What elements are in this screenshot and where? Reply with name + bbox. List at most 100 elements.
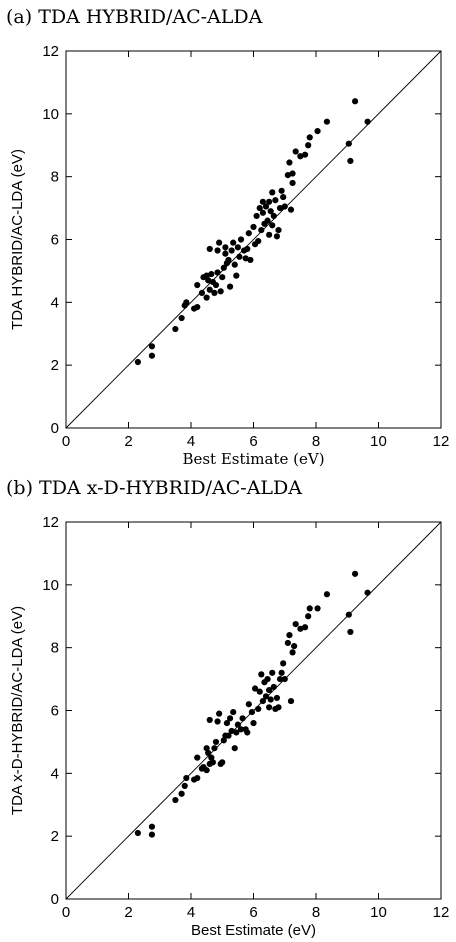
data-point — [247, 256, 254, 264]
data-point — [314, 128, 321, 135]
y-tick-label: 10 — [42, 577, 59, 594]
data-point — [219, 274, 226, 281]
data-point — [297, 625, 304, 632]
x-tick-label: 0 — [62, 433, 70, 450]
data-point — [206, 245, 213, 253]
data-point — [264, 217, 271, 224]
x-tick-label: 10 — [370, 433, 387, 450]
data-point — [267, 208, 274, 215]
data-point — [212, 281, 220, 289]
panel-title: (a) TDA HYBRID/AC-ALDA — [6, 6, 263, 28]
data-point — [223, 719, 231, 727]
panel-title: (b) TDA x-D-HYBRID/AC-ALDA — [6, 477, 302, 499]
data-point — [178, 790, 185, 797]
data-point — [211, 745, 218, 752]
data-point — [134, 358, 141, 366]
data-point — [289, 170, 296, 177]
data-point — [231, 745, 238, 752]
data-point — [292, 621, 299, 628]
data-point — [278, 187, 285, 194]
data-point — [206, 286, 213, 293]
data-point — [214, 718, 221, 725]
data-point — [230, 708, 237, 716]
y-tick-label: 12 — [42, 514, 59, 531]
data-point — [217, 288, 224, 295]
data-point — [248, 708, 256, 716]
y-tick-label: 8 — [51, 640, 59, 657]
data-point — [231, 261, 238, 268]
data-point — [239, 715, 246, 722]
data-point — [284, 639, 291, 647]
data-point — [259, 209, 266, 216]
data-point — [244, 729, 251, 736]
data-point — [258, 671, 265, 678]
data-point — [226, 283, 234, 290]
data-point — [266, 231, 273, 238]
data-point — [323, 118, 331, 125]
y-axis-label: TDA HYBRID/AC-LDA (eV) — [9, 149, 26, 330]
data-point — [208, 270, 215, 278]
data-point — [194, 303, 201, 311]
y-tick-label: 2 — [51, 357, 59, 374]
data-point — [250, 223, 257, 231]
data-point — [228, 727, 235, 735]
data-point — [205, 749, 212, 757]
data-point — [305, 613, 312, 620]
data-point — [314, 605, 321, 612]
x-tick-label: 0 — [62, 904, 70, 921]
data-point — [269, 669, 276, 676]
x-tick-label: 12 — [433, 904, 450, 921]
y-tick-label: 2 — [51, 828, 59, 845]
data-point — [216, 239, 223, 246]
data-point — [258, 226, 265, 234]
data-point — [306, 134, 313, 141]
data-point — [259, 697, 266, 705]
data-point — [172, 796, 179, 804]
data-point — [262, 203, 270, 210]
data-point — [347, 157, 354, 165]
data-point — [278, 669, 285, 676]
data-point — [281, 203, 288, 210]
data-point — [292, 148, 299, 155]
data-point — [237, 726, 245, 733]
y-tick-label: 12 — [42, 43, 59, 60]
data-point — [266, 686, 273, 694]
data-point — [266, 704, 273, 711]
data-point — [148, 831, 156, 838]
data-point — [245, 701, 252, 708]
data-point — [364, 118, 371, 125]
x-axis-label: Best Estimate (eV) — [191, 922, 316, 939]
data-point — [269, 189, 276, 196]
data-point — [256, 204, 263, 212]
data-point — [301, 624, 309, 631]
data-point — [273, 694, 281, 702]
data-point — [178, 314, 185, 322]
data-point — [220, 737, 227, 744]
data-point — [364, 589, 371, 596]
data-point — [281, 675, 288, 683]
data-point — [203, 272, 210, 279]
data-point — [266, 198, 273, 205]
data-point — [209, 759, 216, 766]
data-point — [280, 660, 287, 667]
data-point — [351, 570, 359, 577]
data-point — [305, 142, 312, 149]
data-point — [267, 696, 274, 703]
x-tick-label: 6 — [249, 904, 257, 921]
data-point — [272, 197, 279, 204]
data-point — [286, 632, 293, 639]
data-point — [251, 685, 259, 692]
y-tick-label: 6 — [51, 703, 59, 720]
x-tick-label: 8 — [312, 433, 320, 450]
data-point — [206, 716, 213, 724]
data-point — [148, 352, 156, 359]
data-point — [216, 710, 223, 717]
x-tick-label: 8 — [312, 904, 320, 921]
data-point — [194, 754, 201, 761]
data-point — [242, 255, 249, 262]
data-point — [225, 256, 232, 264]
data-point — [219, 759, 226, 766]
x-tick-label: 10 — [370, 904, 387, 921]
data-point — [205, 277, 212, 284]
data-point — [236, 253, 243, 260]
